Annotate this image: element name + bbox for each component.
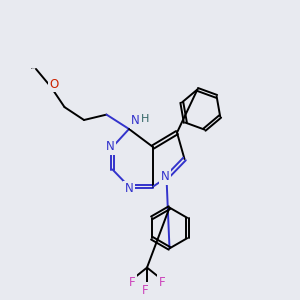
Text: O: O [50,77,58,91]
Text: F: F [159,276,165,289]
Text: N: N [124,182,134,196]
Text: H: H [141,113,150,124]
Text: methoxy: methoxy [31,68,37,69]
Text: F: F [129,276,135,289]
Text: N: N [106,140,115,154]
Text: F: F [142,284,149,297]
Text: N: N [160,170,169,183]
Text: N: N [131,114,140,127]
